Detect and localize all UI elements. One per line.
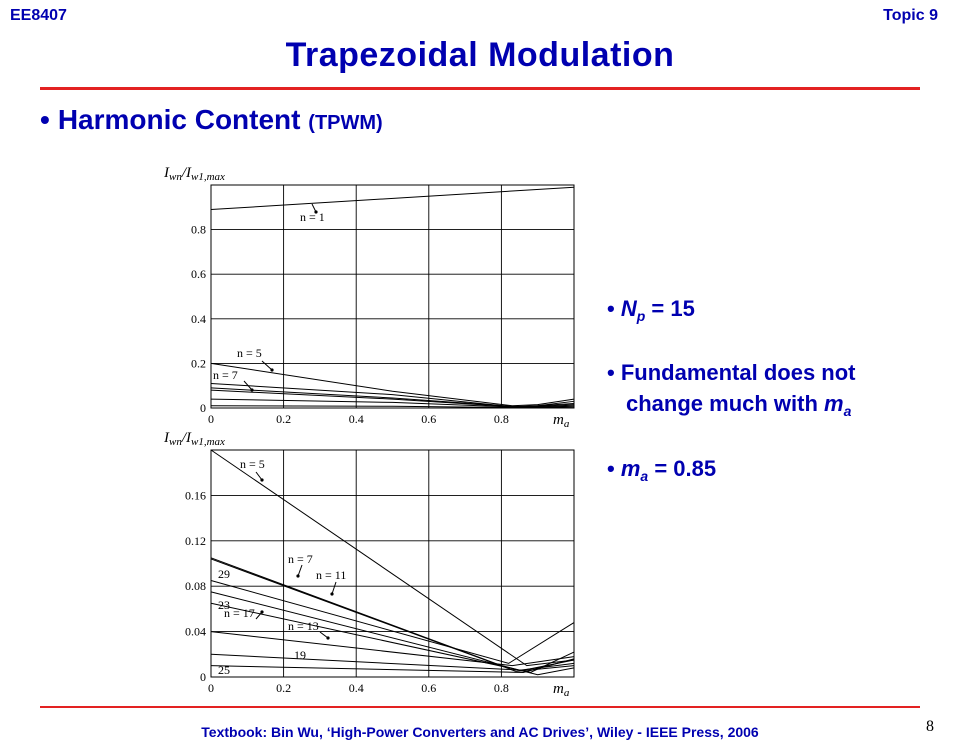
chart1-series-line <box>210 186 575 211</box>
np-var: N <box>620 296 637 321</box>
chart2-annotation-label: n = 17 <box>224 606 255 620</box>
chart2-xtick-label: 0.8 <box>494 681 509 695</box>
chart2-ytick-label: 0.08 <box>185 579 206 593</box>
chart2-ylabel: Iwn/Iw1,max <box>163 430 225 448</box>
chart2-series-line <box>210 580 575 664</box>
fund-line1: Fundamental does not <box>620 360 856 385</box>
chart1-annotation-arrowhead <box>250 388 254 392</box>
chart2-annotation-arrowhead <box>326 636 330 640</box>
chart1-ytick-label: 0.8 <box>191 223 206 237</box>
np-value: = 15 <box>651 296 695 321</box>
chart2-frame <box>210 449 575 678</box>
np-sub: p <box>636 308 646 324</box>
chart2-ytick-label: 0.04 <box>185 625 206 639</box>
chart2-annotation-label: n = 13 <box>288 619 319 633</box>
chart1-annotation-label: n = 7 <box>213 368 238 382</box>
chart2-ytick-label: 0.12 <box>185 534 206 548</box>
chart2-annotation-arrowhead <box>330 592 334 596</box>
chart1-ytick-label: 0 <box>200 401 206 415</box>
section-sub: (TPWM) <box>308 112 383 134</box>
chart2-ytick-label: 0 <box>200 670 206 684</box>
course-code: EE8407 <box>10 7 67 24</box>
chart1-series-line <box>210 405 575 409</box>
note-fundamental-cont: change much with ma <box>626 391 851 419</box>
chart1-annotation-arrow <box>243 380 253 391</box>
chart2-annotation-label: n = 11 <box>316 568 346 582</box>
chart1-annotation-label: n = 5 <box>237 346 262 360</box>
chart1-series-line <box>210 387 575 408</box>
chart2-annotation-arrowhead <box>296 574 300 578</box>
chart1-annotation-arrow <box>261 360 273 371</box>
chart2-annotation-label: 25 <box>218 663 230 677</box>
chart2-series-line <box>210 449 575 667</box>
fund-var: m <box>824 391 844 416</box>
chart2-series-line <box>210 558 575 672</box>
note-np: • Np = 15 <box>607 296 695 324</box>
chart1-xtick-label: 0.4 <box>349 412 364 426</box>
section-label: Harmonic Content <box>57 104 301 135</box>
chart1-annotation-arrowhead <box>314 210 318 214</box>
topic-label: Topic 9 <box>883 7 938 24</box>
chart2-annotation-label: 29 <box>218 567 230 581</box>
note-ma: • ma = 0.85 <box>607 456 716 484</box>
chart1-ylabel: Iwn/Iw1,max <box>163 165 225 183</box>
ma-sub: a <box>640 468 649 484</box>
chart2-xtick-label: 0.2 <box>276 681 291 695</box>
bullet-icon: • <box>40 104 50 135</box>
title-divider <box>40 87 920 90</box>
ma-value: = 0.85 <box>654 456 717 481</box>
chart2-annotation-arrow <box>331 581 337 595</box>
chart2-xtick-label: 0.6 <box>421 681 436 695</box>
note-fundamental: • Fundamental does not <box>607 360 856 386</box>
chart1-frame <box>210 184 575 409</box>
chart1-ytick-label: 0.2 <box>191 356 206 370</box>
chart2-ytick-label: 0.16 <box>185 488 206 502</box>
chart2-annotation-label: n = 5 <box>240 457 265 471</box>
page-number: 8 <box>926 718 934 735</box>
chart1-xtick-label: 0.6 <box>421 412 436 426</box>
chart1-ytick-label: 0.6 <box>191 267 206 281</box>
chart2-annotation-arrow <box>255 471 263 481</box>
chart2-xlabel: ma <box>553 681 570 699</box>
chart2-annotation-arrow <box>297 564 303 577</box>
chart2-xtick-label: 0 <box>208 681 214 695</box>
bullet-icon: • <box>607 360 615 385</box>
chart2-annotation-label: 23 <box>218 598 230 612</box>
footer-divider <box>40 706 920 708</box>
footer-citation: Textbook: Bin Wu, ‘High-Power Converters… <box>201 724 759 740</box>
chart2-annotation-label: n = 7 <box>288 552 313 566</box>
chart1-xtick-label: 0 <box>208 412 214 426</box>
section-heading: • Harmonic Content (TPWM) <box>40 104 383 136</box>
chart2-annotation-arrowhead <box>260 478 264 482</box>
chart1-series-line <box>210 382 575 408</box>
chart1-series-line <box>210 389 575 408</box>
chart1-ytick-label: 0.4 <box>191 312 206 326</box>
chart2-annotation-arrow <box>319 631 329 639</box>
chart1-annotation-label: n = 1 <box>300 210 325 224</box>
ma-var: m <box>620 456 641 481</box>
chart2-annotation-arrowhead <box>260 610 264 614</box>
chart1-xlabel: ma <box>553 412 570 430</box>
fund-sub: a <box>843 403 852 419</box>
chart2-series-line <box>210 631 575 667</box>
chart1-xtick-label: 0.8 <box>494 412 509 426</box>
chart1-annotation-arrowhead <box>270 368 274 372</box>
bullet-icon: • <box>607 296 615 321</box>
chart1-series-line <box>210 398 575 408</box>
chart2-series-line <box>210 658 575 673</box>
chart1-xtick-label: 0.2 <box>276 412 291 426</box>
bullet-icon: • <box>607 456 615 481</box>
chart2-annotation-label: 19 <box>294 648 306 662</box>
fund-line2: change much with <box>626 391 818 416</box>
chart2-xtick-label: 0.4 <box>349 681 364 695</box>
chart1-series-line <box>210 362 575 407</box>
slide-title: Trapezoidal Modulation <box>285 36 675 74</box>
